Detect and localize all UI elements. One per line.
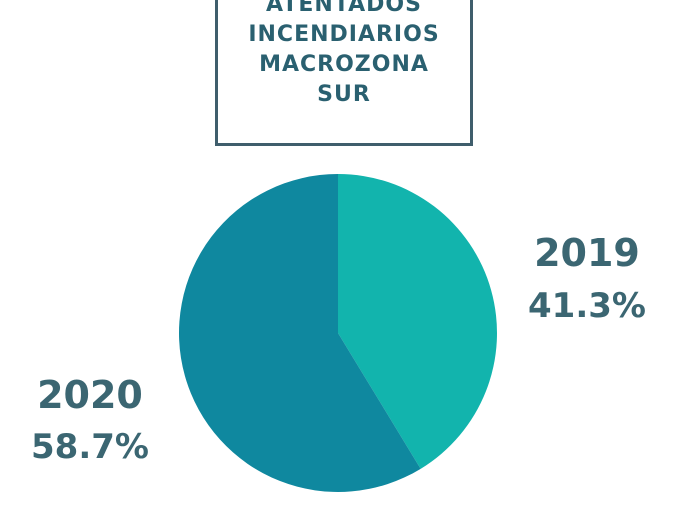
title-box: ATENTADOS INCENDIARIOS MACROZONA SUR	[215, 0, 473, 146]
value-label-2020: 58.7%	[31, 427, 149, 467]
value-label-2019: 41.3%	[528, 286, 646, 326]
category-label-2019: 2019	[534, 231, 640, 275]
title-line-2: INCENDIARIOS	[248, 22, 440, 47]
pie-slice-2019	[338, 174, 497, 469]
title-line-3: MACROZONA	[259, 52, 429, 77]
title-line-1: ATENTADOS	[266, 0, 422, 17]
pie-slice-2020	[178, 174, 421, 493]
category-label-2020: 2020	[37, 373, 143, 417]
title-line-4: SUR	[317, 82, 371, 107]
